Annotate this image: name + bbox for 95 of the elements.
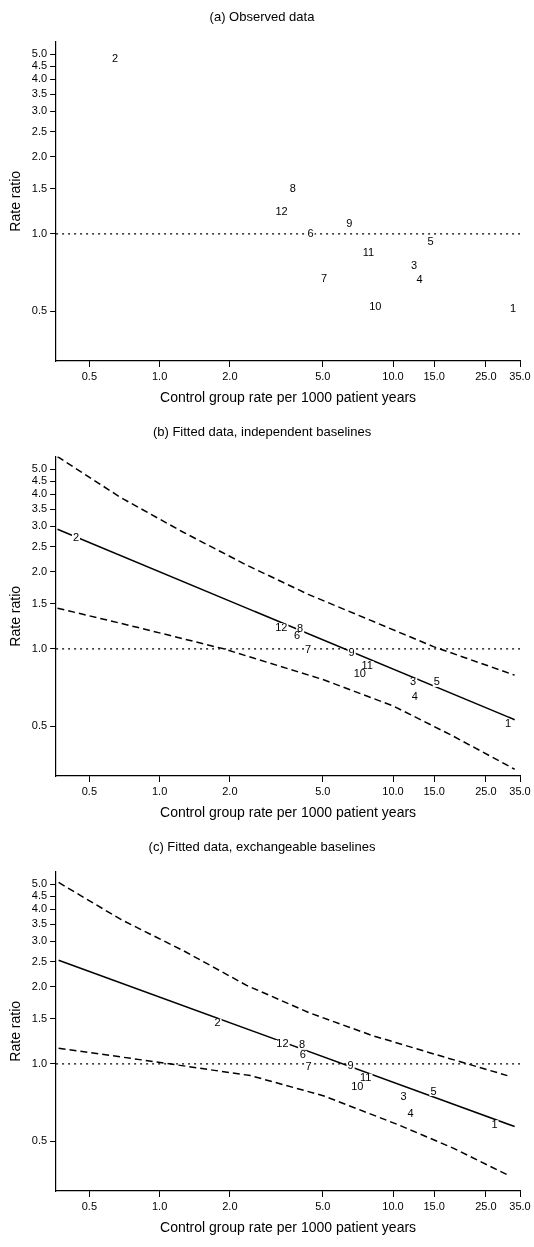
x-tick-label: 35.0 <box>509 369 531 382</box>
y-tick-label: 3.5 <box>31 502 48 515</box>
y-tick-label: 3.5 <box>31 917 48 930</box>
y-tick-label: 2.5 <box>31 124 48 137</box>
x-tick-label: 35.0 <box>509 784 531 797</box>
y-tick-label: 4.5 <box>31 889 48 902</box>
x-tick-label: 10.0 <box>382 784 404 797</box>
y-tick-label: 0.5 <box>31 1134 48 1147</box>
y-tick-label: 4.0 <box>31 902 48 915</box>
annotation: 7 <box>305 1060 312 1073</box>
y-tick-label: 2.0 <box>31 979 48 992</box>
x-tick-label: 25.0 <box>475 1199 497 1212</box>
x-tick-label: 0.5 <box>81 1199 98 1212</box>
chart-title: (a) Observed data <box>209 9 316 25</box>
y-tick-label: 3.0 <box>31 519 48 532</box>
x-tick-label: 0.5 <box>81 369 98 382</box>
annotation: 12 <box>275 204 288 217</box>
y-tick-label: 4.0 <box>31 487 48 500</box>
annotation: 1 <box>504 717 512 730</box>
x-tick-label: 10.0 <box>382 1199 404 1212</box>
chart-title: (b) Fitted data, independent baselines <box>152 424 372 440</box>
y-tick-label: 2.0 <box>31 149 48 162</box>
x-tick-label: 25.0 <box>475 784 497 797</box>
y-tick-label: 0.5 <box>31 719 48 732</box>
x-tick-label: 5.0 <box>315 784 331 797</box>
y-axis-title: Rate ratio <box>7 585 24 647</box>
annotation: 2 <box>72 530 80 543</box>
annotation: 7 <box>321 271 328 284</box>
y-tick-label: 1.0 <box>31 226 48 239</box>
annotation: 2 <box>214 1016 221 1029</box>
y-tick-label: 1.0 <box>31 1056 48 1069</box>
annotation: 11 <box>360 1071 372 1084</box>
annotation: 5 <box>427 234 434 247</box>
y-tick-label: 2.5 <box>31 539 48 552</box>
x-tick-label: 10.0 <box>382 369 404 382</box>
x-tick-label: 15.0 <box>423 369 445 382</box>
y-axis-title: Rate ratio <box>7 1000 24 1062</box>
y-tick-label: 1.5 <box>31 1011 48 1024</box>
annotation: 12 <box>276 1037 289 1050</box>
annotation: 4 <box>411 689 418 702</box>
x-axis-title: Control group rate per 1000 patient years <box>160 804 417 821</box>
annotation: 9 <box>346 217 353 230</box>
y-tick-label: 4.5 <box>31 474 48 487</box>
annotation: 9 <box>347 1059 354 1072</box>
x-tick-label: 1.0 <box>151 1199 168 1212</box>
annotation: 4 <box>407 1106 414 1119</box>
y-tick-label: 2.0 <box>31 564 48 577</box>
y-tick-label: 5.0 <box>31 462 48 475</box>
y-tick-label: 0.5 <box>31 304 48 317</box>
annotation: 2 <box>111 51 119 64</box>
annotation: 12 <box>275 620 288 633</box>
x-axis-title: Control group rate per 1000 patient years <box>160 389 417 406</box>
x-tick-label: 1.0 <box>151 784 168 797</box>
y-axis-title: Rate ratio <box>7 170 24 232</box>
annotation: 10 <box>369 299 382 312</box>
y-tick-label: 4.5 <box>31 59 48 72</box>
x-tick-label: 25.0 <box>475 369 497 382</box>
x-tick-label: 5.0 <box>315 1199 331 1212</box>
annotation: 1 <box>510 302 517 315</box>
y-tick-label: 3.0 <box>31 934 48 947</box>
annotation: 6 <box>299 1048 306 1061</box>
y-tick-label: 2.5 <box>31 954 48 967</box>
annotation: 9 <box>348 646 355 659</box>
y-tick-label: 4.0 <box>31 72 48 85</box>
annotation: 8 <box>297 621 304 634</box>
annotation: 5 <box>430 1084 437 1097</box>
y-tick-label: 1.5 <box>31 181 48 194</box>
x-tick-label: 15.0 <box>423 784 445 797</box>
y-tick-label: 5.0 <box>31 877 48 890</box>
annotation: 6 <box>307 226 314 239</box>
annotation: 5 <box>433 675 440 688</box>
annotation: 3 <box>410 258 418 271</box>
x-axis-title: Control group rate per 1000 patient years <box>160 1219 417 1236</box>
y-tick-label: 3.5 <box>31 87 48 100</box>
x-tick-label: 0.5 <box>81 784 98 797</box>
y-tick-label: 3.0 <box>31 104 48 117</box>
annotation: 7 <box>305 643 312 655</box>
annotation: 11 <box>362 246 375 259</box>
annotation: 8 <box>289 182 296 195</box>
x-tick-label: 35.0 <box>509 1199 531 1212</box>
annotation: 3 <box>400 1090 407 1103</box>
chart-title: (c) Fitted data, exchangeable baselines <box>148 839 376 855</box>
annotation: 4 <box>416 273 423 286</box>
annotation: 8 <box>299 1038 306 1051</box>
x-tick-label: 2.0 <box>222 784 238 797</box>
x-tick-label: 2.0 <box>222 1199 238 1212</box>
annotation: 3 <box>410 675 417 688</box>
x-tick-label: 1.0 <box>151 369 168 382</box>
x-tick-label: 15.0 <box>423 1199 445 1212</box>
y-tick-label: 1.5 <box>31 596 48 609</box>
x-tick-label: 5.0 <box>315 369 331 382</box>
y-tick-label: 5.0 <box>31 47 48 60</box>
x-tick-label: 2.0 <box>222 369 238 382</box>
annotation: 1 <box>491 1117 498 1130</box>
y-tick-label: 1.0 <box>31 641 48 654</box>
